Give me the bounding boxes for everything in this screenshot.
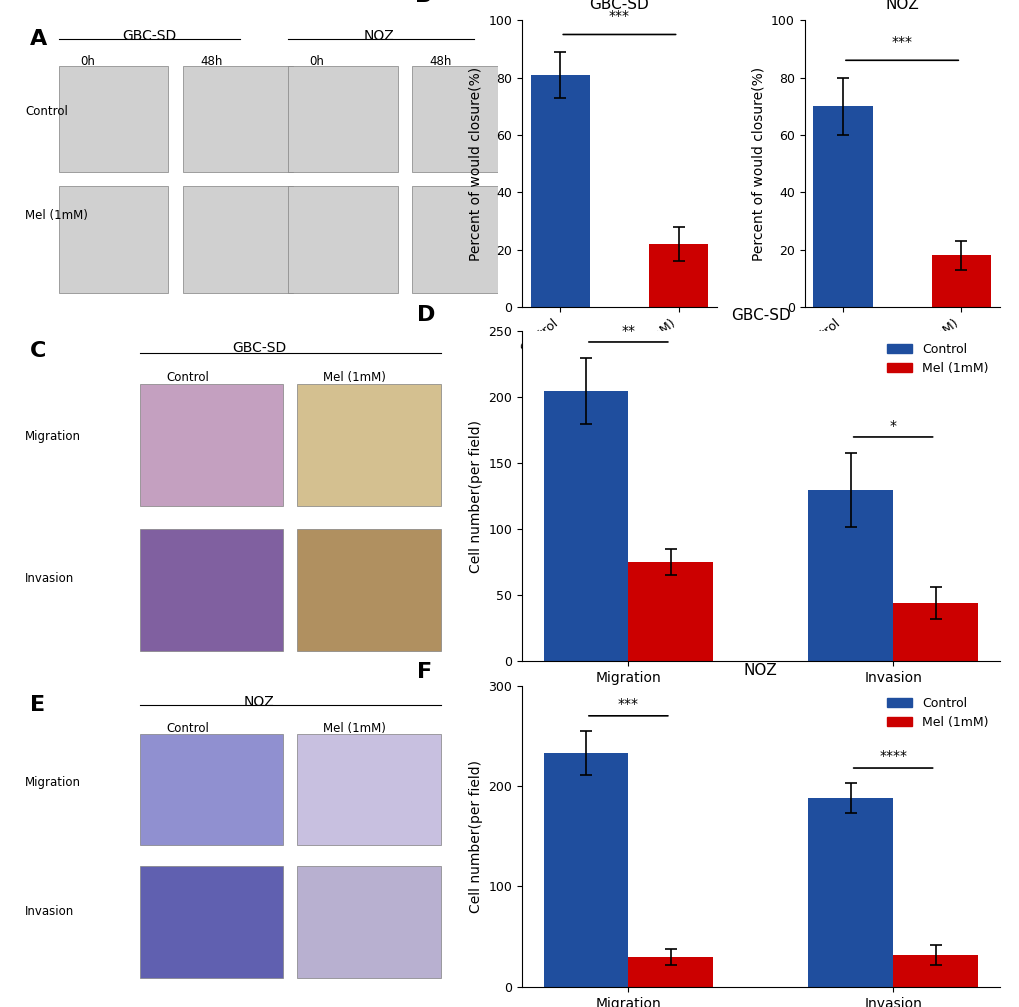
FancyBboxPatch shape <box>298 866 440 978</box>
Text: Mel (1mM): Mel (1mM) <box>323 722 386 735</box>
FancyBboxPatch shape <box>287 66 397 172</box>
FancyBboxPatch shape <box>287 186 397 293</box>
FancyBboxPatch shape <box>140 734 283 845</box>
FancyBboxPatch shape <box>182 66 292 172</box>
Text: Invasion: Invasion <box>25 572 74 585</box>
Bar <box>648 244 707 307</box>
Title: NOZ: NOZ <box>743 663 776 678</box>
Text: Mel (1mM): Mel (1mM) <box>25 208 88 222</box>
FancyBboxPatch shape <box>58 66 168 172</box>
Bar <box>813 106 871 307</box>
Text: B: B <box>415 0 431 6</box>
Title: NOZ: NOZ <box>884 0 918 12</box>
Text: NOZ: NOZ <box>244 695 274 709</box>
Text: Migration: Migration <box>25 775 82 788</box>
Text: 48h: 48h <box>429 54 451 67</box>
Bar <box>893 955 977 987</box>
Text: Invasion: Invasion <box>25 905 74 918</box>
Title: GBC-SD: GBC-SD <box>589 0 649 12</box>
Bar <box>930 256 989 307</box>
Bar <box>628 562 712 662</box>
FancyBboxPatch shape <box>412 66 522 172</box>
Text: ****: **** <box>878 749 906 763</box>
Text: A: A <box>30 29 47 48</box>
Text: F: F <box>417 662 432 682</box>
FancyBboxPatch shape <box>298 385 440 507</box>
Y-axis label: Cell number(per field): Cell number(per field) <box>469 420 482 573</box>
FancyBboxPatch shape <box>140 866 283 978</box>
Bar <box>893 603 977 662</box>
Bar <box>808 799 893 987</box>
Text: NOZ: NOZ <box>363 29 393 42</box>
Text: Control: Control <box>166 722 209 735</box>
Bar <box>543 391 628 662</box>
Bar <box>808 489 893 662</box>
FancyBboxPatch shape <box>182 186 292 293</box>
Text: 0h: 0h <box>309 54 324 67</box>
FancyBboxPatch shape <box>298 734 440 845</box>
Text: *: * <box>889 419 896 433</box>
Legend: Control, Mel (1mM): Control, Mel (1mM) <box>881 692 993 734</box>
FancyBboxPatch shape <box>140 385 283 507</box>
Text: ***: *** <box>618 697 638 711</box>
Text: ***: *** <box>608 9 630 23</box>
Title: GBC-SD: GBC-SD <box>731 308 790 323</box>
FancyBboxPatch shape <box>140 530 283 652</box>
Text: C: C <box>30 341 46 362</box>
Text: 0h: 0h <box>79 54 95 67</box>
FancyBboxPatch shape <box>412 186 522 293</box>
Y-axis label: Cell number(per field): Cell number(per field) <box>469 760 482 912</box>
Text: D: D <box>417 305 435 325</box>
Bar <box>628 957 712 987</box>
Text: **: ** <box>621 324 635 338</box>
FancyBboxPatch shape <box>58 186 168 293</box>
Text: Migration: Migration <box>25 430 82 443</box>
Bar <box>530 75 589 307</box>
Text: Control: Control <box>25 106 68 119</box>
Y-axis label: Percent of would closure(%): Percent of would closure(%) <box>751 66 764 261</box>
Text: 48h: 48h <box>200 54 222 67</box>
Bar <box>543 753 628 987</box>
Text: GBC-SD: GBC-SD <box>232 341 286 355</box>
Legend: Control, Mel (1mM): Control, Mel (1mM) <box>881 337 993 380</box>
Text: GBC-SD: GBC-SD <box>122 29 176 42</box>
Text: ***: *** <box>891 35 912 48</box>
Text: Control: Control <box>166 371 209 384</box>
Text: Mel (1mM): Mel (1mM) <box>323 371 386 384</box>
Y-axis label: Percent of would closure(%): Percent of would closure(%) <box>469 66 482 261</box>
Text: E: E <box>30 695 45 715</box>
FancyBboxPatch shape <box>298 530 440 652</box>
